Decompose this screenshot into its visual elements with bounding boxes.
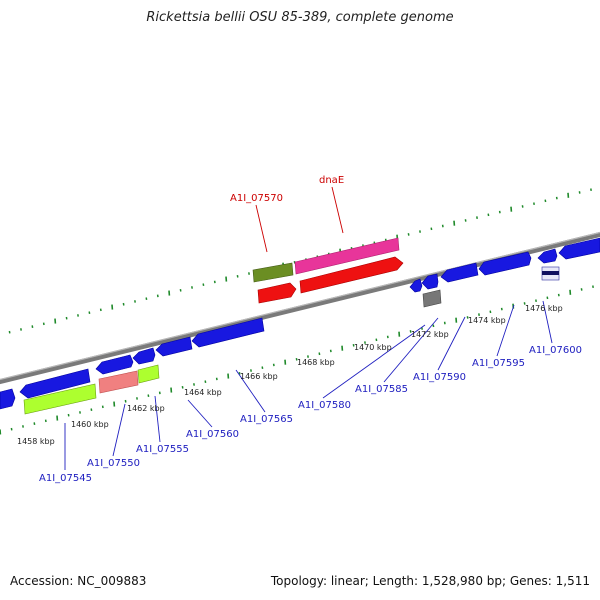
tick-label: 1474 kbp	[468, 316, 506, 325]
genome-backbone-highlight	[0, 231, 600, 381]
gene-blue-a[interactable]	[19, 368, 91, 399]
gene-label-a1i-07595[interactable]: A1I_07595	[472, 358, 525, 369]
gene-blue-i[interactable]	[478, 251, 532, 276]
tick-label: 1462 kbp	[127, 404, 165, 413]
tick-label: 1472 kbp	[411, 330, 449, 339]
forward-genes	[252, 237, 404, 304]
leader-a1i-07590	[437, 316, 466, 371]
gene-blue-j[interactable]	[537, 248, 558, 264]
gene-label-a1i-07600[interactable]: A1I_07600	[529, 345, 582, 356]
label-leaders	[64, 186, 553, 470]
gene-blue-g[interactable]	[421, 273, 439, 290]
gene-blue-f[interactable]	[409, 278, 423, 293]
gene-forward-red-1[interactable]	[257, 282, 297, 304]
gene-forward-red-2[interactable]	[299, 256, 404, 294]
leader-a1i-07585	[383, 317, 439, 383]
map-title: Rickettsia bellii OSU 85-389, complete g…	[146, 10, 454, 25]
tick-label: 1464 kbp	[184, 388, 222, 397]
gene-label-a1i-07580[interactable]: A1I_07580	[298, 400, 351, 411]
leader-a1i-07580	[322, 324, 426, 399]
gene-label-a1i-07550[interactable]: A1I_07550	[87, 458, 140, 469]
leader-dnae	[331, 186, 344, 234]
accession-text: Accession: NC_009883	[10, 574, 147, 588]
tick-label: 1476 kbp	[525, 304, 563, 313]
gene-label-a1i-07565[interactable]: A1I_07565	[240, 414, 293, 425]
gene-a1i-07550[interactable]	[98, 370, 139, 394]
gene-blue-h[interactable]	[440, 262, 479, 283]
leader-a1i-07570	[255, 204, 268, 253]
gene-blue-d[interactable]	[155, 336, 193, 357]
gene-blue-b[interactable]	[95, 354, 134, 375]
tick-label: 1460 kbp	[71, 420, 109, 429]
leader-a1i-07565	[235, 369, 266, 413]
leader-a1i-07555	[154, 395, 161, 443]
leader-a1i-07550	[112, 403, 126, 457]
leader-a1i-07600	[542, 300, 553, 344]
gene-label-a1i-07570[interactable]: A1I_07570	[230, 193, 283, 204]
leader-a1i-07560	[187, 399, 213, 428]
gene-label-dnae[interactable]: dnaE	[319, 175, 344, 186]
gene-blue-k[interactable]	[558, 237, 600, 260]
genes-lower	[0, 237, 600, 415]
genome-summary-text: Topology: linear; Length: 1,528,980 bp; …	[270, 574, 590, 588]
tick-label: 1470 kbp	[354, 343, 392, 352]
gene-label-a1i-07555[interactable]: A1I_07555	[136, 444, 189, 455]
gene-blue-left-edge[interactable]	[0, 388, 16, 410]
gene-dnae[interactable]	[294, 237, 400, 275]
tick-labels: 1458 kbp 1460 kbp 1462 kbp 1464 kbp 1466…	[17, 304, 563, 446]
tick-label: 1458 kbp	[17, 437, 55, 446]
gene-a1i-07585[interactable]	[422, 289, 442, 308]
gene-label-a1i-07545[interactable]: A1I_07545	[39, 473, 92, 484]
gene-label-a1i-07560[interactable]: A1I_07560	[186, 429, 239, 440]
gene-a1i-07545[interactable]	[23, 383, 97, 415]
gene-label-a1i-07585[interactable]: A1I_07585	[355, 384, 408, 395]
gene-blue-c[interactable]	[132, 347, 156, 365]
tick-label: 1468 kbp	[297, 358, 335, 367]
gene-blue-e[interactable]	[191, 317, 265, 348]
gene-label-a1i-07590[interactable]: A1I_07590	[413, 372, 466, 383]
gene-a1i-07555[interactable]	[137, 364, 160, 384]
gene-a1i-07570[interactable]	[252, 262, 294, 283]
gene-a1i-07600-stripe	[542, 271, 559, 275]
gene-labels: A1I_07545 A1I_07550 A1I_07555 A1I_07560 …	[39, 175, 582, 484]
tick-label: 1466 kbp	[240, 372, 278, 381]
lower-tick-track	[0, 285, 594, 435]
leader-a1i-07595	[496, 304, 515, 357]
